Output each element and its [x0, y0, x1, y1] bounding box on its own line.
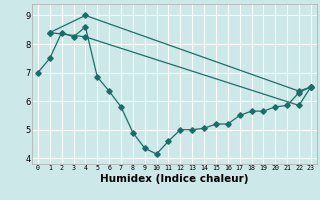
X-axis label: Humidex (Indice chaleur): Humidex (Indice chaleur)	[100, 174, 249, 184]
